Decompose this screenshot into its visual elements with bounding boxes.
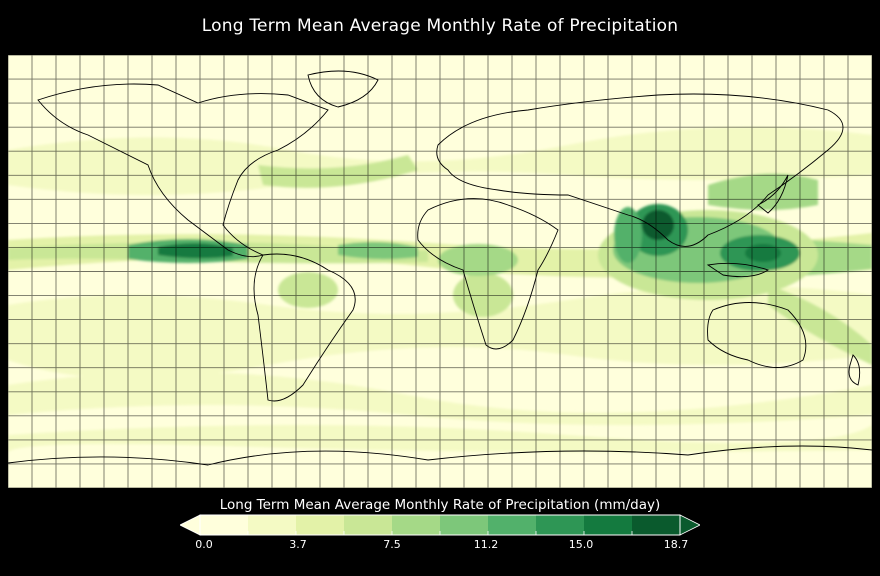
colorbar-tick: 15.0 (568, 538, 594, 551)
colorbar-tick: 7.5 (383, 538, 401, 551)
colorbar-bins (200, 515, 681, 535)
colorbar-bin (392, 515, 441, 535)
map-title: Long Term Mean Average Monthly Rate of P… (201, 16, 679, 36)
colorbar-bin (344, 515, 393, 535)
colorbar-bin (440, 515, 489, 535)
colorbar (180, 514, 700, 536)
colorbar-tick: 0.0 (195, 538, 213, 551)
colorbar-low-extension (180, 514, 201, 536)
colorbar-bin (248, 515, 297, 535)
colorbar-tick: 3.7 (289, 538, 307, 551)
colorbar-tick: 11.2 (473, 538, 499, 551)
graticule (8, 55, 872, 488)
colorbar-tick: 18.7 (663, 538, 689, 551)
colorbar-title: Long Term Mean Average Monthly Rate of P… (219, 497, 661, 513)
colorbar-bin (536, 515, 585, 535)
colorbar-bin (296, 515, 345, 535)
coastlines (8, 70, 872, 466)
colorbar-outline (199, 514, 681, 536)
colorbar-bin (584, 515, 633, 535)
map-canvas (8, 55, 872, 488)
precipitation-map (8, 55, 872, 488)
colorbar-high-extension (679, 514, 700, 536)
colorbar-bin (200, 515, 249, 535)
colorbar-bin (488, 515, 537, 535)
colorbar-bin (632, 515, 681, 535)
colorbar-ticks: 0.0 3.7 7.5 11.2 15.0 18.7 (0, 538, 880, 554)
